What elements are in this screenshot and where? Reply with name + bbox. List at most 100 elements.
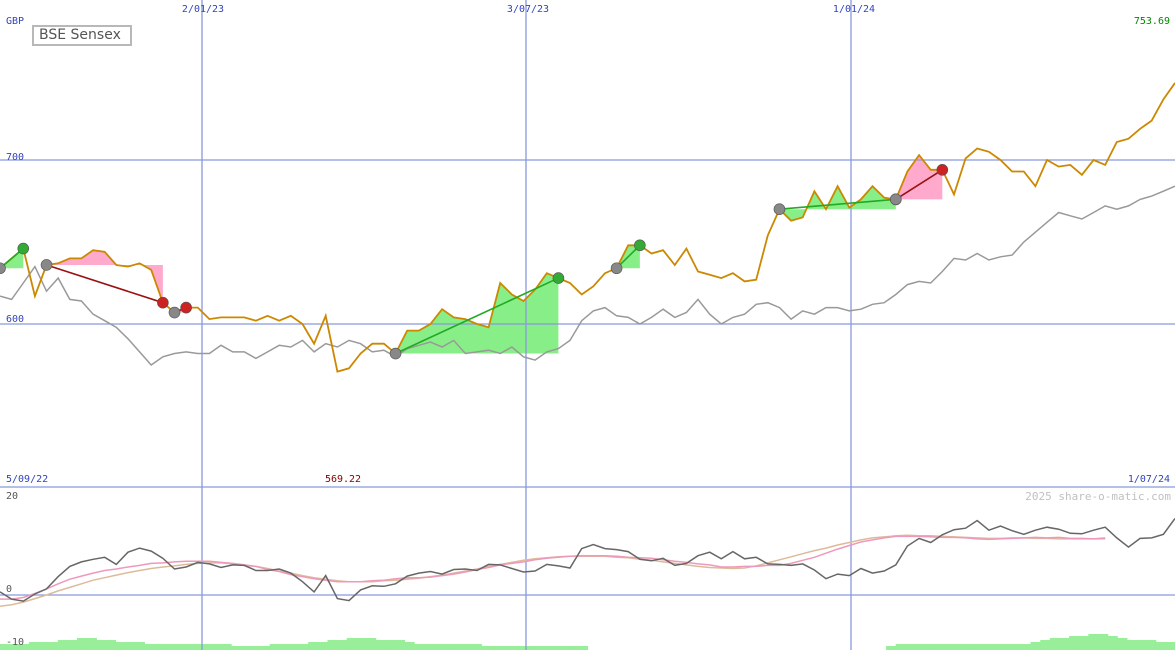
trade-line-2 <box>46 264 164 304</box>
trade-fill-7 <box>895 155 943 200</box>
volume-bar-6 <box>48 642 59 650</box>
volume-bar-3 <box>19 644 30 650</box>
volume-bar-40 <box>375 640 386 650</box>
volume-bar-44 <box>414 644 425 650</box>
volume-bar-95 <box>905 644 916 650</box>
price-line <box>0 82 1175 373</box>
volume-bar-28 <box>260 646 271 650</box>
trade-line-6 <box>779 198 896 210</box>
volume-bar-33 <box>308 642 319 650</box>
x-tick-label-3: 1/01/24 <box>833 4 875 15</box>
volume-bar-117 <box>1117 638 1128 650</box>
volume-bar-32 <box>298 644 309 650</box>
marker-neutral-7 <box>389 347 402 360</box>
trade-line-7 <box>895 169 943 201</box>
volume-bar-96 <box>915 644 926 650</box>
volume-bar-16 <box>144 644 155 650</box>
min-value-label: 569.22 <box>325 474 361 485</box>
volume-bar-45 <box>423 644 434 650</box>
volume-bar-111 <box>1059 638 1070 650</box>
volume-bar-49 <box>462 644 473 650</box>
volume-bar-19 <box>173 644 184 650</box>
marker-buy-2 <box>17 242 30 255</box>
y-tick-label-700: 700 <box>6 152 24 163</box>
volume-bar-109 <box>1040 640 1051 650</box>
volume-bar-53 <box>500 646 511 650</box>
marker-neutral-13 <box>889 193 902 206</box>
max-value-label: 753.69 <box>1134 16 1170 27</box>
volume-bar-29 <box>269 644 280 650</box>
volume-bar-14 <box>125 642 136 650</box>
marker-buy-8 <box>552 272 565 284</box>
volume-bar-102 <box>972 644 983 650</box>
volume-bar-60 <box>568 646 579 650</box>
volume-bar-120 <box>1146 640 1157 650</box>
volume-bar-17 <box>154 644 165 650</box>
marker-sell-14 <box>936 164 949 176</box>
volume-bar-115 <box>1098 634 1109 650</box>
comparison-line <box>0 185 1175 366</box>
volume-bar-101 <box>963 644 974 650</box>
volume-bar-112 <box>1069 636 1080 650</box>
volume-bar-121 <box>1155 642 1166 650</box>
volume-bar-4 <box>28 642 40 650</box>
trade-markers <box>0 164 949 360</box>
volume-bar-119 <box>1136 640 1147 650</box>
volume-bar-107 <box>1020 644 1032 650</box>
volume-bar-57 <box>539 646 550 650</box>
volume-bar-110 <box>1049 638 1060 650</box>
volume-bar-61 <box>577 646 589 650</box>
volume-bar-100 <box>953 644 964 650</box>
volume-bar-15 <box>134 642 145 650</box>
volume-bar-108 <box>1030 642 1041 650</box>
volume-bar-24 <box>221 644 232 650</box>
marker-sell-6 <box>180 301 192 314</box>
volume-bar-59 <box>558 646 569 650</box>
volume-bar-11 <box>96 640 107 650</box>
volume-bar-98 <box>934 644 945 650</box>
volume-bar-27 <box>250 646 261 650</box>
marker-neutral-5 <box>168 306 181 319</box>
volume-bar-31 <box>288 644 300 650</box>
volume-bar-106 <box>1011 644 1022 650</box>
volume-bar-1 <box>0 644 11 650</box>
volume-bar-43 <box>404 642 415 650</box>
x-tick-label-1: 2/01/23 <box>182 4 224 15</box>
ma-fast-line <box>0 535 1106 600</box>
series-lines <box>0 82 1175 607</box>
volume-bar-10 <box>86 638 97 650</box>
volume-bar-51 <box>481 646 492 650</box>
volume-bar-99 <box>943 644 955 650</box>
marker-neutral-9 <box>610 262 623 275</box>
currency-label: GBP <box>6 16 24 27</box>
volume-bar-2 <box>9 644 20 650</box>
volume-bar-30 <box>279 644 290 650</box>
volume-bar-97 <box>924 644 935 650</box>
trade-line-4 <box>395 277 559 355</box>
trade-fill-4 <box>395 273 559 354</box>
volume-bar-36 <box>337 640 348 650</box>
x-end-label: 1/07/24 <box>1128 474 1170 485</box>
indicator-y-tick-0: 0 <box>6 584 12 595</box>
marker-neutral-11 <box>773 203 786 215</box>
volume-bar-23 <box>211 644 223 650</box>
volume-bar-46 <box>433 644 444 650</box>
volume-bar-9 <box>77 638 88 650</box>
volume-bar-42 <box>394 640 406 650</box>
volume-bar-54 <box>510 646 521 650</box>
volume-bar-25 <box>231 646 242 650</box>
legend-label: BSE Sensex <box>39 27 121 43</box>
volume-bar-113 <box>1078 636 1089 650</box>
volume-bar-52 <box>491 646 502 650</box>
trade-fill-6 <box>779 186 896 221</box>
volume-bar-35 <box>327 640 338 650</box>
volume-bar-18 <box>163 644 174 650</box>
y-tick-label-600: 600 <box>6 314 24 325</box>
volume-bar-55 <box>520 646 531 650</box>
marker-sell-4 <box>157 296 169 309</box>
legend-box: BSE Sensex <box>32 25 132 46</box>
volume-bars <box>0 634 1175 650</box>
volume-bar-12 <box>105 640 117 650</box>
